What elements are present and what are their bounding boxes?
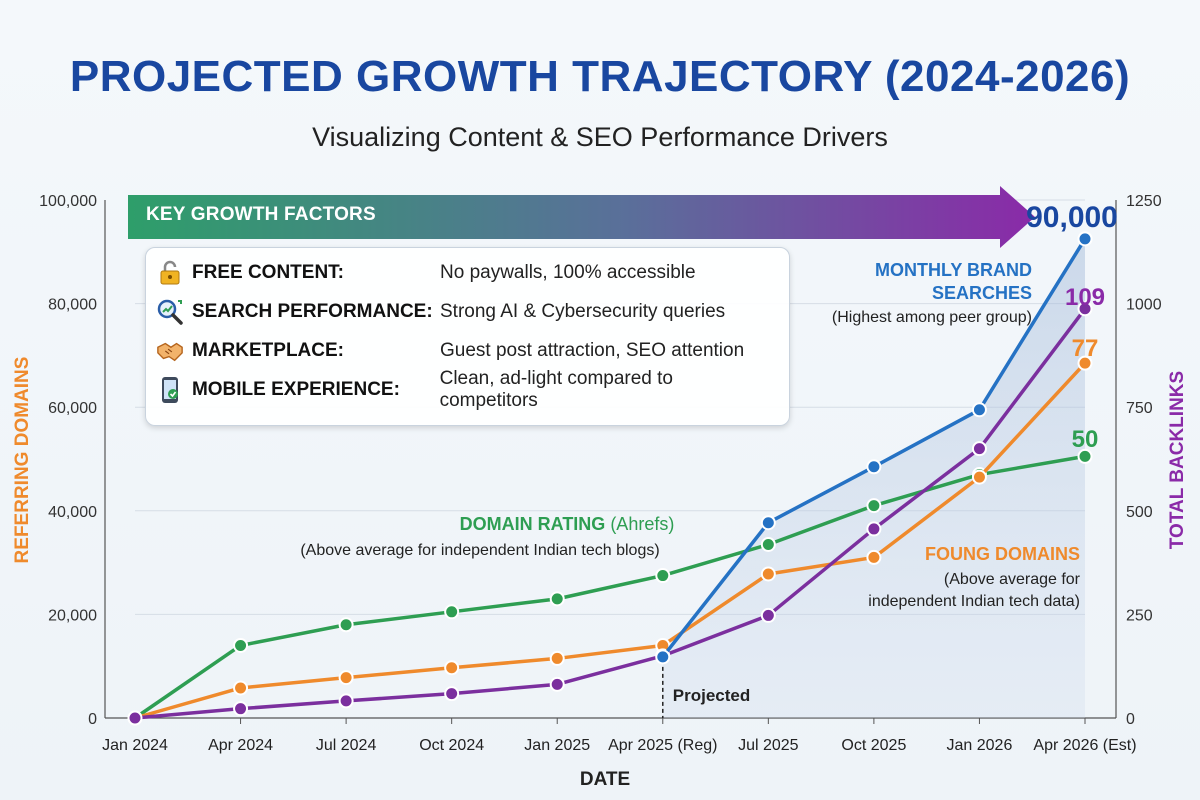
data-point-domain-rating-ahrefs [233, 637, 249, 653]
data-point-referring-domains [1077, 355, 1093, 371]
y-right-tick-label: 0 [1126, 711, 1135, 728]
y-left-axis-title: REFERRING DOMAINS [12, 357, 33, 564]
y-left-tick-label: 40,000 [48, 504, 97, 521]
data-point-referring-domains [971, 469, 987, 485]
page-title: PROJECTED GROWTH TRAJECTORY (2024-2026) [69, 52, 1131, 101]
lock-icon [156, 259, 184, 287]
data-point-total-backlinks [338, 693, 354, 709]
series-end-label: 77 [1072, 335, 1099, 362]
factor-desc: Clean, ad-light compared to competitors [439, 368, 674, 411]
data-point-referring-domains [233, 680, 249, 696]
y-right-tick-label: 1250 [1126, 193, 1162, 210]
magnifier-icon [156, 298, 184, 326]
annotation-brand-searches-note: (Highest among peer group) [832, 309, 1032, 326]
data-point-total-backlinks [233, 701, 249, 717]
data-point-monthly-brand-searches [1077, 231, 1093, 247]
data-point-monthly-brand-searches [866, 459, 882, 475]
data-point-referring-domains [444, 660, 460, 676]
factor-row-free-content: FREE CONTENT: No paywalls, 100% accessib… [156, 256, 776, 290]
x-tick-label: Jul 2024 [316, 737, 377, 754]
data-point-total-backlinks [971, 441, 987, 457]
y-left-tick-label: 0 [88, 711, 97, 728]
data-point-referring-domains [760, 566, 776, 582]
data-point-domain-rating-ahrefs [444, 604, 460, 620]
projection-area [662, 238, 1085, 718]
y-left-tick-label: 80,000 [48, 297, 97, 314]
x-tick-label: Oct 2025 [841, 737, 906, 754]
projected-label: Projected [673, 686, 750, 705]
y-right-axis-title: TOTAL BACKLINKS [1167, 371, 1188, 549]
factor-desc: Strong AI & Cybersecurity queries [440, 301, 726, 322]
page-subtitle: Visualizing Content & SEO Performance Dr… [312, 122, 888, 152]
phone-icon [156, 376, 184, 404]
annotation-domain-rating-suffix: (Ahrefs) [610, 514, 674, 534]
factor-name: SEARCH PERFORMANCE: [192, 301, 433, 322]
series-end-label: 109 [1065, 284, 1105, 311]
data-point-monthly-brand-searches [655, 649, 671, 665]
x-tick-label: Jan 2024 [102, 737, 168, 754]
y-left-tick-label: 60,000 [48, 400, 97, 417]
x-tick-label: Apr 2026 (Est) [1033, 737, 1136, 754]
x-tick-label: Jul 2025 [738, 737, 799, 754]
y-right-tick-label: 500 [1126, 504, 1153, 521]
factor-name: FREE CONTENT: [192, 262, 344, 283]
key-growth-factors-label: KEY GROWTH FACTORS [146, 204, 376, 225]
data-point-referring-domains [549, 650, 565, 666]
factor-row-mobile-experience: MOBILE EXPERIENCE: Clean, ad-light compa… [156, 368, 776, 411]
x-tick-label: Jan 2025 [524, 737, 590, 754]
data-point-total-backlinks [444, 686, 460, 702]
annotation-referring-domains-note: (Above average for [944, 571, 1081, 588]
y-right-tick-label: 750 [1126, 400, 1153, 417]
data-point-referring-domains [338, 670, 354, 686]
data-point-domain-rating-ahrefs [866, 498, 882, 514]
data-point-domain-rating-ahrefs [549, 591, 565, 607]
data-point-total-backlinks [866, 521, 882, 537]
annotation-domain-rating-title: DOMAIN RATING (Ahrefs) [460, 514, 675, 534]
data-point-referring-domains [866, 549, 882, 565]
x-tick-label: Apr 2024 [208, 737, 273, 754]
factor-name: MARKETPLACE: [192, 340, 344, 361]
factor-name: MOBILE EXPERIENCE: [191, 379, 400, 400]
series-line-total-backlinks [134, 307, 1087, 720]
y-right-tick-label: 1000 [1126, 297, 1162, 314]
annotation-referring-domains-note: independent Indian tech data) [868, 593, 1080, 610]
data-point-total-backlinks [1077, 301, 1093, 317]
annotation-domain-rating-note: (Above average for independent Indian te… [300, 542, 659, 559]
data-point-domain-rating-ahrefs [338, 617, 354, 633]
data-point-total-backlinks [127, 710, 143, 726]
y-right-tick-label: 250 [1126, 607, 1153, 624]
factor-desc: Guest post attraction, SEO attention [440, 340, 745, 361]
annotation-brand-searches-title: MONTHLY BRAND [875, 260, 1032, 280]
factor-desc: No paywalls, 100% accessible [440, 262, 696, 283]
y-left-tick-label: 20,000 [48, 607, 97, 624]
x-tick-label: Apr 2025 (Reg) [608, 737, 717, 754]
factor-row-search-performance: SEARCH PERFORMANCE: Strong AI & Cybersec… [156, 295, 776, 329]
key-growth-factors-box: FREE CONTENT: No paywalls, 100% accessib… [145, 247, 790, 426]
x-tick-label: Jan 2026 [947, 737, 1013, 754]
annotation-referring-domains-title: FOUNG DOMAINS [925, 544, 1080, 564]
data-point-domain-rating-ahrefs [760, 536, 776, 552]
series-end-label: 50 [1072, 426, 1099, 453]
series-end-label: 90,000 [1026, 201, 1118, 234]
factor-row-marketplace: MARKETPLACE: Guest post attraction, SEO … [156, 334, 776, 368]
y-left-tick-label: 100,000 [39, 193, 97, 210]
x-axis-title: DATE [580, 769, 630, 790]
data-point-total-backlinks [760, 607, 776, 623]
data-point-domain-rating-ahrefs [655, 568, 671, 584]
annotation-brand-searches-title: SEARCHES [932, 283, 1032, 303]
data-point-monthly-brand-searches [760, 515, 776, 531]
data-point-domain-rating-ahrefs [1077, 448, 1093, 464]
data-point-monthly-brand-searches [971, 402, 987, 418]
handshake-icon [156, 337, 184, 365]
key-growth-factors-banner [128, 186, 1035, 248]
x-tick-label: Oct 2024 [419, 737, 484, 754]
data-point-total-backlinks [549, 676, 565, 692]
series-line-referring-domains [134, 361, 1087, 720]
